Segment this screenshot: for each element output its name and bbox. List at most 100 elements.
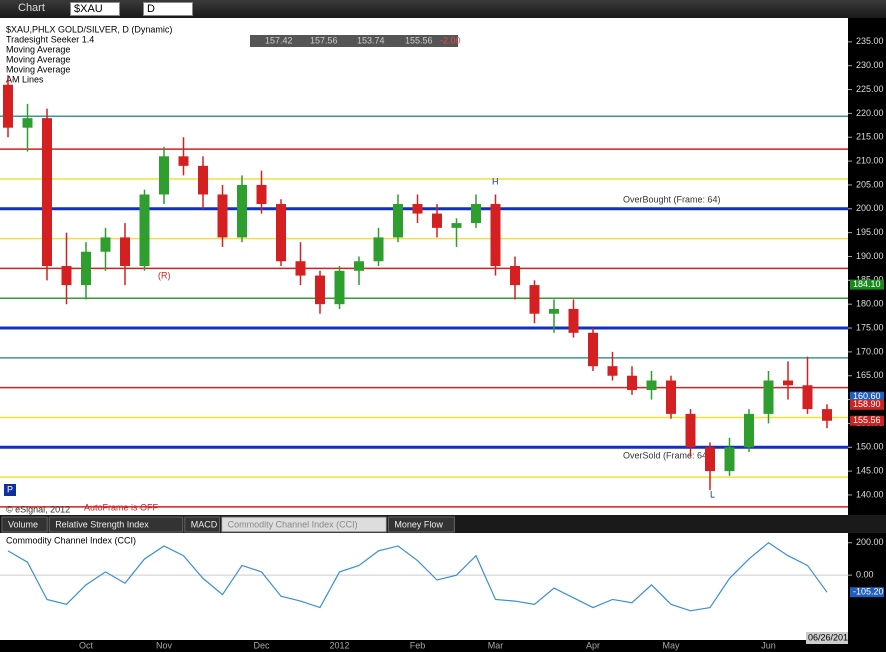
candle-body (256, 184, 267, 205)
date-tag (806, 632, 848, 644)
x-tick-label: Mar (488, 640, 504, 650)
candle-body (529, 285, 540, 314)
candle-body (568, 308, 579, 333)
candle-body (471, 204, 481, 224)
cci-plot (0, 533, 848, 640)
candle-body (139, 194, 150, 267)
tab[interactable] (1, 516, 48, 533)
candle-body (198, 165, 208, 195)
y-tick-label: 190.00 (856, 251, 884, 261)
y-tick-label: 205.00 (856, 179, 884, 189)
y-tick-label: 195.00 (856, 227, 884, 237)
y-tick-label: 170.00 (856, 346, 884, 356)
candle-body (685, 413, 696, 448)
candle-body (607, 366, 618, 376)
tab[interactable] (184, 516, 221, 533)
y-tick-label: 235.00 (856, 36, 884, 46)
symbol-input[interactable]: $XAU (70, 2, 120, 16)
cci-title: Commodity Channel Index (CCI) (6, 535, 136, 545)
tab[interactable] (48, 516, 184, 533)
y-tick-label: 145.00 (856, 465, 884, 475)
candle-body (120, 237, 130, 267)
tab-label: Money Flow (394, 519, 443, 529)
quote-low: 153.74 (357, 35, 385, 45)
price-tag-label: -105.20 (853, 587, 884, 597)
candle-body (588, 332, 598, 367)
tab[interactable] (387, 516, 455, 533)
x-tick-label: May (662, 640, 680, 650)
high-marker: H (492, 176, 499, 186)
oversold-label: OverSold (Frame: 64) (623, 450, 710, 460)
legend-entry: Moving Average (6, 54, 70, 64)
y-tick-label: 200.00 (856, 537, 884, 547)
y-tick-label: 220.00 (856, 108, 884, 118)
candle-body (354, 261, 364, 271)
candle-body (802, 385, 813, 410)
candle-body (373, 237, 384, 262)
x-tick-label: Nov (156, 640, 173, 650)
candle-body (237, 184, 247, 238)
legend-entry: $XAU,PHLX GOLD/SILVER, D (Dynamic) (6, 24, 172, 34)
candle-body (295, 261, 306, 276)
candle-body (763, 380, 774, 414)
chart: 157.42 157.56 153.74 155.56 -2.00 $XAU,P… (0, 18, 886, 650)
candle-body (159, 156, 169, 195)
tab-label: Commodity Channel Index (CCI) (228, 519, 358, 529)
y-tick-label: 150.00 (856, 442, 884, 452)
copyright: © eSignal, 2012 (6, 504, 70, 514)
price-tag (850, 415, 884, 426)
x-tick-label: 2012 (329, 640, 349, 650)
legend-entry: Tradesight Seeker 1.4 (6, 34, 94, 44)
candle-body (22, 118, 33, 128)
quote-last: 155.56 (405, 35, 433, 45)
y-tick-label: 225.00 (856, 84, 884, 94)
candle-body (627, 375, 637, 391)
price-tag-label: 155.56 (853, 415, 881, 425)
price-tag (850, 279, 884, 290)
candle-body (315, 275, 325, 305)
y-tick-label: 165.00 (856, 370, 884, 380)
legend-entry: Moving Average (6, 64, 70, 74)
candle-body (490, 204, 501, 267)
p-badge (4, 484, 16, 496)
candle-body (666, 380, 676, 414)
price-tag-label: 160.60 (853, 391, 881, 401)
tab[interactable] (221, 516, 387, 533)
overbought-label: OverBought (Frame: 64) (623, 194, 721, 204)
candle-body (646, 380, 657, 391)
y-tick-label: 230.00 (856, 60, 884, 70)
candle-body (276, 204, 286, 262)
candle-body (783, 380, 793, 386)
candle-body (744, 413, 754, 448)
candle-body (510, 266, 520, 286)
candle-body (432, 213, 442, 228)
date-tag-label: 06/26/2012 (808, 632, 853, 642)
tab-label: Relative Strength Index (55, 519, 149, 529)
candle-body (3, 84, 13, 128)
price-tag-label: 184.10 (853, 279, 881, 289)
interval-input[interactable]: D (143, 2, 193, 16)
cci-line (7, 541, 828, 612)
candle-body (724, 447, 735, 472)
x-tick-label: Oct (79, 640, 94, 650)
r-marker: (R) (158, 270, 171, 280)
y-tick-label: 200.00 (856, 203, 884, 213)
candle-body (822, 409, 832, 421)
low-marker: L (710, 489, 715, 499)
legend-entry: Moving Average (6, 44, 70, 54)
legend-entry: AM Lines (6, 74, 44, 84)
quote-change: -2.00 (440, 35, 461, 45)
candle-body (705, 447, 715, 472)
candle-body (61, 266, 72, 286)
candle-body (42, 118, 52, 267)
autoframe-label: AutoFrame is OFF (84, 502, 159, 512)
x-tick-label: Dec (253, 640, 270, 650)
p-label: P (7, 484, 13, 494)
candle-body (100, 237, 111, 252)
y-tick-label: 215.00 (856, 132, 884, 142)
x-tick-label: Apr (586, 640, 600, 650)
candle-body (334, 270, 345, 305)
price-tag-label: 158.90 (853, 399, 881, 409)
candle-body (451, 223, 462, 228)
